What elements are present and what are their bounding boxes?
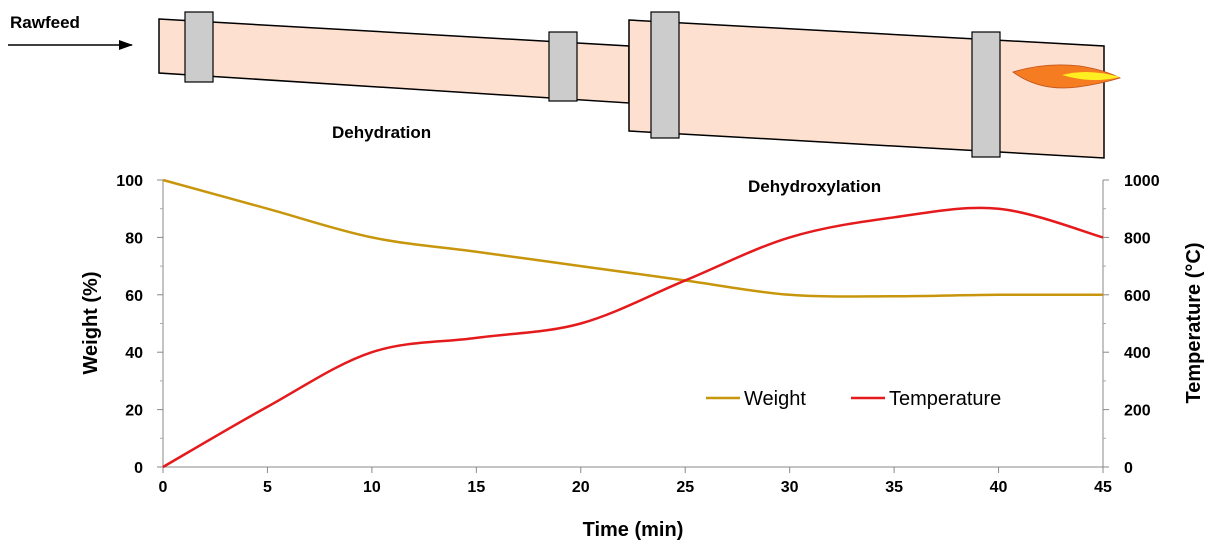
kiln-tire-ring xyxy=(184,11,214,83)
kiln-tire-ring xyxy=(971,31,1001,158)
legend-label-weight: Weight xyxy=(744,388,806,410)
kiln-section-lower xyxy=(628,19,1105,159)
kiln-tire-ring xyxy=(548,31,578,102)
burner-flame-core xyxy=(1062,71,1120,81)
weight-temperature-chart: 0 5 10 15 20 25 30 35 40 450204060801000200400600… xyxy=(80,173,1205,541)
series-line-temperature xyxy=(162,206,1104,469)
y-tick-label-left: 40 xyxy=(125,345,143,362)
y-tick-label-left: 60 xyxy=(125,288,143,305)
x-tick-label: 0 xyxy=(159,479,168,496)
x-tick-label: 10 xyxy=(363,479,381,496)
kiln-tire-ring xyxy=(650,11,680,139)
x-tick-label: 30 xyxy=(781,479,799,496)
axis-ticks xyxy=(157,179,1109,473)
stage-label-dehydration: Dehydration xyxy=(332,123,431,142)
y-tick-label-right: 1000 xyxy=(1124,173,1160,190)
y-tick-label-right: 400 xyxy=(1124,345,1151,362)
burner-flame xyxy=(1012,64,1122,89)
x-tick-label: 40 xyxy=(990,479,1008,496)
stage-label-dehydroxylation: Dehydroxylation xyxy=(748,177,881,196)
x-tick-label: 5 xyxy=(263,479,272,496)
x-tick-label: 45 xyxy=(1094,479,1112,496)
rawfeed-label: Rawfeed xyxy=(10,13,80,32)
y-axis-title-left: Weight (%) xyxy=(80,272,102,375)
y-tick-label-left: 20 xyxy=(125,403,143,420)
x-tick-label: 15 xyxy=(467,479,485,496)
y-tick-label-left: 100 xyxy=(116,173,143,190)
y-axis-title-right: Temperature (°C) xyxy=(1183,243,1205,404)
kiln-diagram: Rawfeed Dehydration Dehydroxylation xyxy=(8,11,1122,196)
chart-legend: Weight Temperature xyxy=(706,388,1001,410)
y-tick-label-left: 80 xyxy=(125,230,143,247)
x-axis-title: Time (min) xyxy=(583,519,684,541)
y-tick-label-right: 200 xyxy=(1124,403,1151,420)
y-tick-label-right: 800 xyxy=(1124,230,1151,247)
series-line-weight xyxy=(162,178,1104,298)
y-tick-label-left: 0 xyxy=(134,460,143,477)
x-tick-label: 35 xyxy=(885,479,903,496)
x-tick-label: 20 xyxy=(572,479,590,496)
series-lines xyxy=(162,178,1104,469)
legend-label-temperature: Temperature xyxy=(889,388,1001,410)
x-tick-label: 25 xyxy=(676,479,694,496)
y-tick-label-right: 600 xyxy=(1124,288,1151,305)
tick-labels: 0 5 10 15 20 25 30 35 40 450204060801000200400600… xyxy=(116,173,1159,496)
y-tick-label-right: 0 xyxy=(1124,460,1133,477)
